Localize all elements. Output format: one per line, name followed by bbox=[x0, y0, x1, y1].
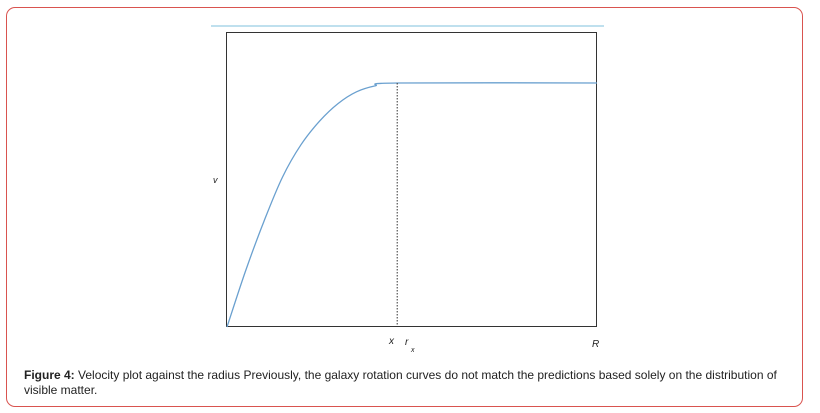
y-axis-label: v bbox=[213, 175, 218, 185]
figure-caption: Figure 4: Velocity plot against the radi… bbox=[24, 368, 794, 397]
r-x-subscript: x bbox=[410, 347, 415, 354]
curve-layer bbox=[226, 82, 598, 328]
plot-area bbox=[226, 32, 597, 327]
caption-text: Velocity plot against the radius Previou… bbox=[24, 368, 777, 397]
caption-label: Figure 4: bbox=[24, 368, 75, 382]
rotation-curve-series-0 bbox=[226, 82, 598, 328]
x-axis-label: R bbox=[592, 339, 599, 350]
figure-frame bbox=[6, 7, 803, 407]
x-tick-label: x bbox=[388, 336, 395, 347]
r-x-tick-label: r bbox=[405, 337, 409, 348]
